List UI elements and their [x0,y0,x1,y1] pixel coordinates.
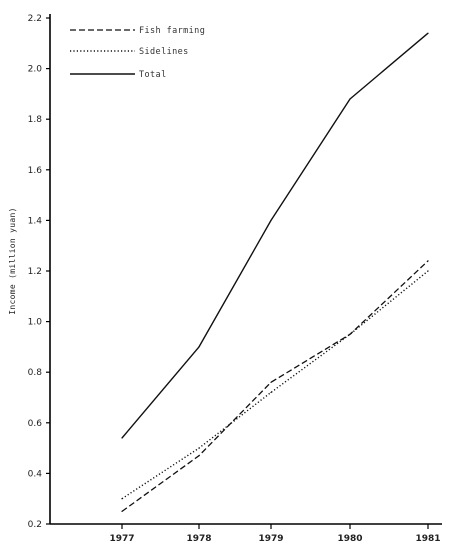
y-tick-label: 1.8 [28,115,43,125]
data-point-fish-farming [121,510,123,512]
y-tick-label: 1.0 [28,318,43,328]
x-tick-label: 1979 [258,534,283,544]
data-point-sidelines [121,498,123,500]
data-point-sidelines [270,391,272,394]
data-point-total [121,437,123,439]
y-tick-label: 0.4 [28,469,43,479]
y-tick-label: 1.2 [28,267,42,277]
y-tick-label: 0.8 [28,368,43,378]
x-tick-label: 1980 [337,534,362,544]
series-line-sidelines [121,270,429,500]
data-point-sidelines [198,447,200,449]
x-tick-label: 1977 [109,534,134,544]
legend-label-fish-farming: Fish farming [139,26,205,36]
data-point-sidelines [427,270,429,272]
y-tick-label: 0.6 [28,419,43,429]
x-tick-label: 1981 [415,534,440,544]
data-point-fish-farming [270,381,272,383]
data-point-fish-farming [198,455,200,457]
y-tick-label: 2.2 [28,14,42,24]
series-line-fish-farming [121,260,429,512]
x-tick-label: 1978 [186,534,211,544]
data-point-total [198,346,200,348]
y-tick-label: 1.4 [28,216,43,226]
data-point-total [427,32,429,34]
series-line-total [121,32,429,439]
data-point-total [270,219,272,221]
legend-label-sidelines: Sidelines [139,47,189,57]
data-point-sidelines [349,333,351,335]
y-tick-label: 0.2 [28,520,42,530]
data-point-total [349,98,351,100]
y-axis-label: Income (million yuan) [8,207,17,314]
legend-label-total: Total [139,70,167,80]
y-tick-label: 2.0 [28,65,43,75]
y-tick-label: 1.6 [28,166,43,176]
data-point-fish-farming [427,260,429,262]
